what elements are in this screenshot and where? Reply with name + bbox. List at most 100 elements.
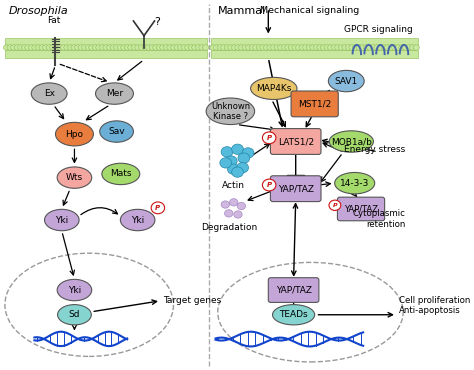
Text: P: P <box>266 182 272 188</box>
Circle shape <box>349 45 355 50</box>
Circle shape <box>21 45 27 50</box>
Circle shape <box>100 45 106 50</box>
Text: Mats: Mats <box>110 169 132 178</box>
Circle shape <box>237 202 246 210</box>
Circle shape <box>363 45 370 50</box>
Text: P: P <box>266 135 272 141</box>
Circle shape <box>292 45 298 50</box>
Circle shape <box>199 45 205 50</box>
Text: LATS1/2: LATS1/2 <box>278 137 314 146</box>
Circle shape <box>202 45 209 50</box>
Text: MST1/2: MST1/2 <box>298 100 331 108</box>
Text: MAP4Ks: MAP4Ks <box>256 84 292 93</box>
Bar <box>211 50 418 58</box>
Circle shape <box>413 45 419 50</box>
Ellipse shape <box>329 131 374 152</box>
Circle shape <box>39 45 46 50</box>
Circle shape <box>191 45 198 50</box>
Circle shape <box>78 45 84 50</box>
Text: YAP/TAZ: YAP/TAZ <box>344 205 378 213</box>
Circle shape <box>184 45 191 50</box>
Circle shape <box>281 45 288 50</box>
Circle shape <box>237 162 248 173</box>
Circle shape <box>306 45 312 50</box>
Circle shape <box>138 45 145 50</box>
Circle shape <box>228 45 234 50</box>
Text: Hpo: Hpo <box>65 130 83 139</box>
Circle shape <box>220 45 227 50</box>
FancyBboxPatch shape <box>291 91 338 117</box>
Circle shape <box>235 45 241 50</box>
Ellipse shape <box>57 167 92 188</box>
Circle shape <box>313 45 319 50</box>
Circle shape <box>324 45 330 50</box>
Text: Yki: Yki <box>55 215 68 225</box>
Circle shape <box>238 45 245 50</box>
Ellipse shape <box>57 279 92 301</box>
Text: Yki: Yki <box>131 215 144 225</box>
Circle shape <box>60 45 66 50</box>
Circle shape <box>377 45 384 50</box>
Circle shape <box>177 45 184 50</box>
Circle shape <box>328 45 334 50</box>
Circle shape <box>263 132 276 144</box>
FancyBboxPatch shape <box>270 129 321 154</box>
Circle shape <box>264 45 270 50</box>
Circle shape <box>188 45 194 50</box>
Circle shape <box>89 45 95 50</box>
Circle shape <box>338 45 345 50</box>
Circle shape <box>317 45 323 50</box>
Text: YAP/TAZ: YAP/TAZ <box>275 286 311 295</box>
Text: Mammal: Mammal <box>218 6 266 16</box>
Text: YAP/TAZ: YAP/TAZ <box>278 184 314 193</box>
Circle shape <box>388 45 394 50</box>
Circle shape <box>302 45 309 50</box>
Circle shape <box>7 45 13 50</box>
Circle shape <box>231 45 237 50</box>
Ellipse shape <box>31 83 67 104</box>
Ellipse shape <box>55 122 93 146</box>
Circle shape <box>295 45 302 50</box>
Circle shape <box>117 45 123 50</box>
Circle shape <box>167 45 173 50</box>
Text: Sd: Sd <box>69 310 80 319</box>
Circle shape <box>50 45 56 50</box>
Circle shape <box>225 210 233 217</box>
Bar <box>5 38 207 46</box>
Circle shape <box>392 45 398 50</box>
Text: Energy stress: Energy stress <box>344 145 405 155</box>
Circle shape <box>238 153 250 163</box>
Text: Cytoplasmic
retention: Cytoplasmic retention <box>352 209 405 229</box>
Circle shape <box>53 45 59 50</box>
Text: Degradation: Degradation <box>201 223 258 232</box>
Circle shape <box>36 45 42 50</box>
Circle shape <box>310 45 316 50</box>
Text: Yki: Yki <box>68 286 81 295</box>
Text: P: P <box>155 205 161 211</box>
Circle shape <box>356 45 363 50</box>
Circle shape <box>10 45 17 50</box>
Ellipse shape <box>57 305 91 325</box>
Text: MOB1a/b: MOB1a/b <box>331 137 372 146</box>
Circle shape <box>160 45 166 50</box>
Circle shape <box>263 179 276 191</box>
Circle shape <box>278 45 284 50</box>
Text: Wts: Wts <box>66 173 83 182</box>
Circle shape <box>410 45 416 50</box>
Circle shape <box>146 45 152 50</box>
Circle shape <box>242 148 254 158</box>
Circle shape <box>232 167 244 177</box>
Circle shape <box>406 45 412 50</box>
Circle shape <box>335 45 341 50</box>
Text: Target genes: Target genes <box>163 296 221 305</box>
Ellipse shape <box>206 98 255 125</box>
Circle shape <box>67 45 73 50</box>
Circle shape <box>46 45 53 50</box>
Circle shape <box>342 45 348 50</box>
Ellipse shape <box>328 70 364 92</box>
Circle shape <box>260 45 266 50</box>
Circle shape <box>285 45 291 50</box>
Circle shape <box>135 45 141 50</box>
Text: TEADs: TEADs <box>279 310 308 319</box>
Circle shape <box>320 45 327 50</box>
